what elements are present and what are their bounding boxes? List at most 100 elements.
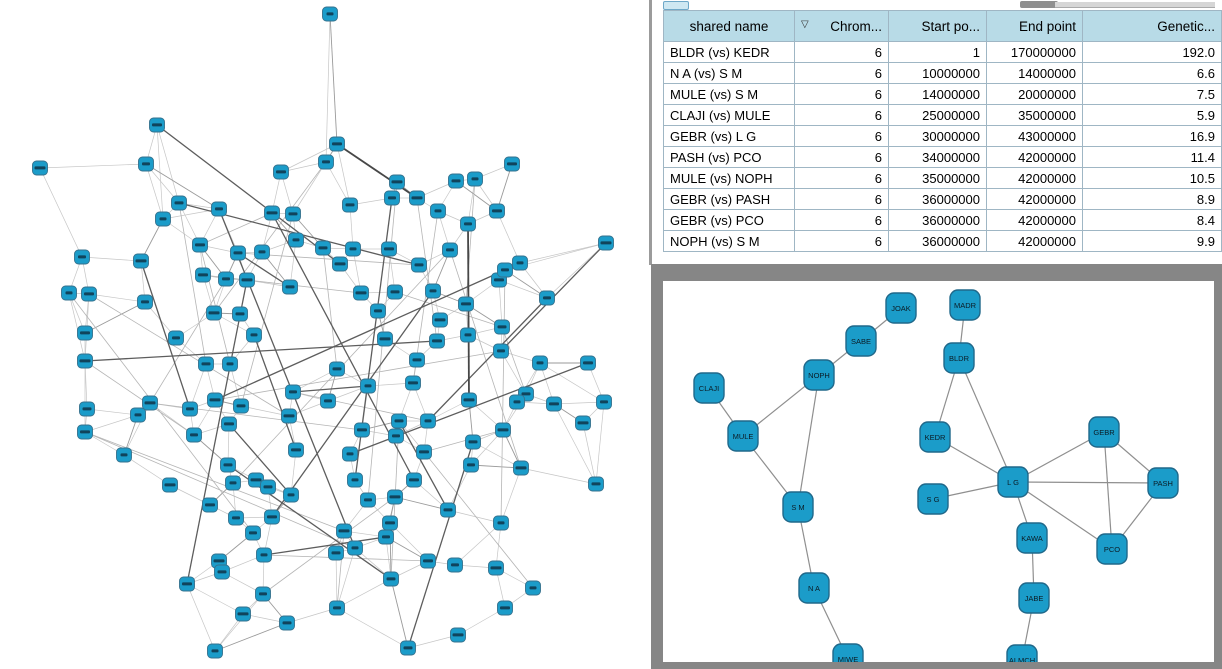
large-network-node[interactable]	[458, 296, 474, 312]
large-network-node[interactable]	[220, 457, 236, 473]
large-network-node[interactable]	[171, 195, 187, 211]
cell-name[interactable]: GEBR (vs) L G	[663, 125, 795, 147]
cell-genetic[interactable]: 11.4	[1082, 146, 1222, 168]
large-network-node[interactable]	[513, 460, 529, 476]
network-node[interactable]: CLAJI	[693, 372, 725, 404]
large-network-node[interactable]	[409, 352, 425, 368]
node-shape[interactable]	[1018, 582, 1050, 614]
table-row[interactable]: GEBR (vs) PASH 6 36000000 42000000 8.9	[663, 188, 1222, 210]
network-node[interactable]: BLDR	[943, 342, 975, 374]
large-network-node[interactable]	[342, 197, 358, 213]
node-shape[interactable]	[1147, 467, 1179, 499]
network-node[interactable]: MULE	[727, 420, 759, 452]
large-network-node[interactable]	[440, 502, 456, 518]
large-network-node[interactable]	[575, 415, 591, 431]
network-node[interactable]: KEDR	[919, 421, 951, 453]
large-network-node[interactable]	[214, 564, 230, 580]
cell-end[interactable]: 42000000	[986, 167, 1083, 189]
large-network-node[interactable]	[460, 327, 476, 343]
large-network-node[interactable]	[228, 510, 244, 526]
cell-chrom[interactable]: 6	[794, 230, 889, 252]
cell-chrom[interactable]: 6	[794, 125, 889, 147]
cell-genetic[interactable]: 6.6	[1082, 62, 1222, 84]
large-network-node[interactable]	[580, 355, 596, 371]
large-network-node[interactable]	[391, 413, 407, 429]
cell-genetic[interactable]: 7.5	[1082, 83, 1222, 105]
large-network-node[interactable]	[221, 416, 237, 432]
large-network-node[interactable]	[168, 330, 184, 346]
large-network-node[interactable]	[273, 164, 289, 180]
large-network-node[interactable]	[409, 190, 425, 206]
large-network-node[interactable]	[283, 487, 299, 503]
cell-genetic[interactable]: 192.0	[1082, 41, 1222, 63]
large-network-node[interactable]	[525, 580, 541, 596]
large-network-node[interactable]	[149, 117, 165, 133]
large-network-node[interactable]	[353, 285, 369, 301]
large-network-node[interactable]	[546, 396, 562, 412]
node-shape[interactable]	[997, 466, 1029, 498]
node-shape[interactable]	[798, 572, 830, 604]
table-row[interactable]: MULE (vs) S M 6 14000000 20000000 7.5	[663, 83, 1222, 105]
cell-start[interactable]: 35000000	[888, 167, 987, 189]
cell-name[interactable]: GEBR (vs) PASH	[663, 188, 795, 210]
network-node[interactable]: S G	[917, 483, 949, 515]
large-network-node[interactable]	[429, 333, 445, 349]
cell-end[interactable]: 20000000	[986, 83, 1083, 105]
cell-genetic[interactable]: 16.9	[1082, 125, 1222, 147]
network-node[interactable]: ALMCH	[1006, 644, 1038, 662]
scrollbar-track[interactable]	[1055, 2, 1215, 8]
network-node[interactable]: NOPH	[803, 359, 835, 391]
large-network-node[interactable]	[383, 571, 399, 587]
large-network-node[interactable]	[406, 472, 422, 488]
large-network-node[interactable]	[382, 515, 398, 531]
large-network-node[interactable]	[245, 525, 261, 541]
large-network-node[interactable]	[285, 384, 301, 400]
large-network-node[interactable]	[442, 242, 458, 258]
cell-start[interactable]: 1	[888, 41, 987, 63]
large-network-node[interactable]	[264, 509, 280, 525]
table-row[interactable]: PASH (vs) PCO 6 34000000 42000000 11.4	[663, 146, 1222, 168]
table-row[interactable]: NOPH (vs) S M 6 36000000 42000000 9.9	[663, 230, 1222, 252]
large-network-node[interactable]	[142, 395, 158, 411]
large-network-node[interactable]	[320, 393, 336, 409]
cell-end[interactable]: 42000000	[986, 146, 1083, 168]
panel-divider[interactable]	[649, 0, 652, 265]
large-network-node[interactable]	[416, 444, 432, 460]
large-network-node[interactable]	[509, 394, 525, 410]
large-network-node[interactable]	[211, 201, 227, 217]
node-shape[interactable]	[727, 420, 759, 452]
large-network-node[interactable]	[192, 237, 208, 253]
large-network-node[interactable]	[279, 615, 295, 631]
network-node[interactable]: KAWA	[1016, 522, 1048, 554]
column-header-chromosome[interactable]: ▽ Chrom...	[794, 10, 889, 42]
node-shape[interactable]	[917, 483, 949, 515]
network-node[interactable]: MADR	[949, 289, 981, 321]
large-network-node[interactable]	[77, 353, 93, 369]
large-network-node[interactable]	[318, 154, 334, 170]
large-network-node[interactable]	[497, 262, 513, 278]
cell-chrom[interactable]: 6	[794, 146, 889, 168]
cell-name[interactable]: N A (vs) S M	[663, 62, 795, 84]
cell-name[interactable]: MULE (vs) S M	[663, 83, 795, 105]
node-shape[interactable]	[885, 292, 917, 324]
cell-chrom[interactable]: 6	[794, 104, 889, 126]
large-network-node[interactable]	[79, 401, 95, 417]
node-shape[interactable]	[1096, 533, 1128, 565]
large-network-node[interactable]	[345, 241, 361, 257]
large-network-node[interactable]	[328, 545, 344, 561]
large-network-node[interactable]	[288, 442, 304, 458]
large-network-node[interactable]	[255, 586, 271, 602]
scrollbar-thumb[interactable]	[1020, 1, 1058, 8]
large-network-node[interactable]	[384, 190, 400, 206]
table-row[interactable]: BLDR (vs) KEDR 6 1 170000000 192.0	[663, 41, 1222, 63]
large-network-node[interactable]	[387, 284, 403, 300]
large-network-node[interactable]	[381, 241, 397, 257]
large-network-node[interactable]	[411, 257, 427, 273]
large-network-node[interactable]	[336, 523, 352, 539]
large-network-node[interactable]	[179, 576, 195, 592]
large-network-node[interactable]	[467, 171, 483, 187]
large-network-node[interactable]	[155, 211, 171, 227]
cell-start[interactable]: 36000000	[888, 188, 987, 210]
large-network-node[interactable]	[532, 355, 548, 371]
large-network-node[interactable]	[388, 428, 404, 444]
